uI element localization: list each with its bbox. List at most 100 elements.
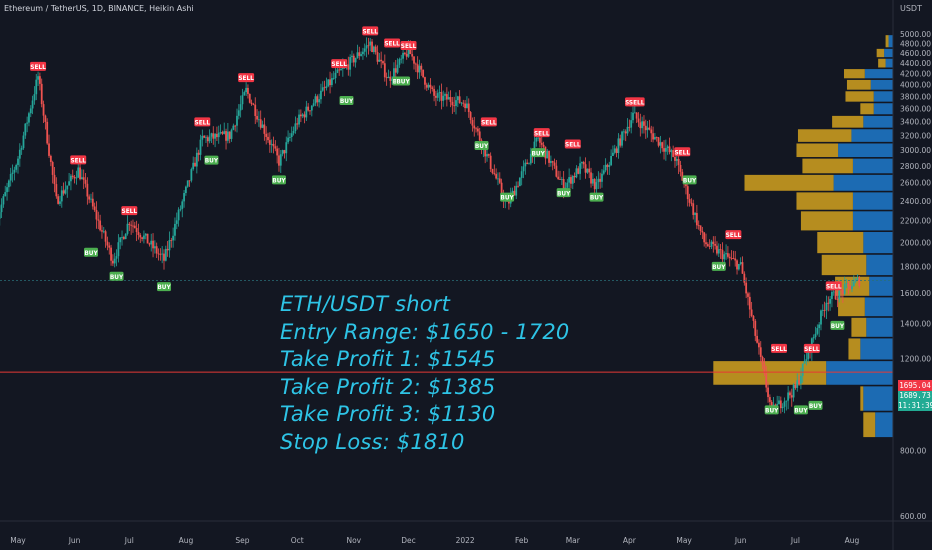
candle-body [621,131,623,146]
candle-body [765,373,768,388]
candle-body [163,253,165,261]
candle-body [610,155,613,166]
candle-body [330,78,333,86]
candle-body [157,253,160,255]
candle-body [728,256,731,259]
candle-body [734,258,737,261]
candle-body [737,263,740,270]
candle-body [591,178,594,184]
candle-body [146,233,149,244]
candle-body [360,54,362,56]
volume-bar-up [876,48,885,58]
candle-body [332,78,335,79]
candle-body [59,201,61,204]
candle-body [767,387,769,398]
x-tick-label: Jun [68,536,81,545]
candle-body [126,223,129,234]
candle-body [467,103,470,113]
candle-body [184,186,187,194]
candle-body [575,168,578,178]
candle-body [336,69,339,73]
chart-title: Ethereum / TetherUS, 1D, BINANCE, Heikin… [4,4,194,13]
candle-body [148,243,151,245]
candle-body [462,102,465,104]
candle-body [316,96,319,103]
candle-body [219,132,222,133]
candle-body [403,52,406,54]
candle-body [28,113,30,123]
candle-body [685,184,687,187]
volume-bar-down [888,35,893,48]
candle-body [522,166,525,172]
candle-body [478,131,481,141]
candle-body [272,143,275,147]
candle-body [834,291,837,300]
candle-body [557,176,560,180]
candle-body [4,192,7,197]
volume-bar-up [843,69,865,79]
candle-body [88,196,91,200]
candle-body [845,283,848,284]
candle-body [9,174,12,181]
buy-signal [556,188,571,198]
signal-label: BUY [84,251,98,257]
candle-body [750,309,753,316]
signals: SELLSELLBUYSELLBUYBUYSELLBUYSELLBUYSELLB… [30,26,845,414]
x-axis-bg [0,521,932,550]
signal-label: BUY [794,408,808,414]
candle-body [858,278,861,287]
candle-body [491,168,494,174]
candle-body [389,76,392,81]
sell-signal [384,38,401,48]
candle-body [794,384,797,388]
candle-body [362,51,364,55]
candle-body [655,137,658,138]
candle-body [130,224,133,226]
y-tick-label: 2200.00 [900,217,931,226]
sell-signal [725,230,742,240]
candle-body [431,87,434,90]
candle-body [495,174,498,179]
candle-body [422,69,425,78]
volume-bar-down [864,69,893,79]
candle-body [161,253,164,255]
candle-body [778,400,780,405]
sell-signal [238,73,255,83]
volume-bar-down [863,232,893,254]
candle-body [690,202,693,204]
candle-body [442,95,445,101]
candle-body [44,115,47,122]
signal-label: BUY [396,80,410,86]
candle-body [82,177,85,180]
candle-body [517,185,519,187]
candle-body [223,131,226,134]
candle-body [606,164,609,167]
signal-label: SELL [629,100,645,106]
candle-body [349,57,352,70]
candle-body [823,309,826,311]
candle-body [433,89,435,96]
candle-body [508,201,510,204]
volume-bar-down [860,338,893,360]
candle-body [528,163,530,165]
candle-body [553,162,556,166]
candle-body [562,179,565,193]
candle-body [770,401,773,407]
candle-body [104,231,107,242]
candle-body [692,203,695,215]
candle-body [37,76,39,80]
sell-signal [480,117,497,127]
candle-body [164,248,167,261]
signal-label: SELL [771,347,787,353]
candle-body [836,299,839,300]
candle-body [183,193,185,202]
x-tick-label: Nov [346,536,361,545]
buy-signal [793,405,808,415]
candle-body [856,278,859,280]
candle-body [13,169,16,173]
candle-body [174,223,176,236]
candle-body [447,97,450,100]
buy-signal [271,175,286,185]
candle-body [11,172,14,175]
